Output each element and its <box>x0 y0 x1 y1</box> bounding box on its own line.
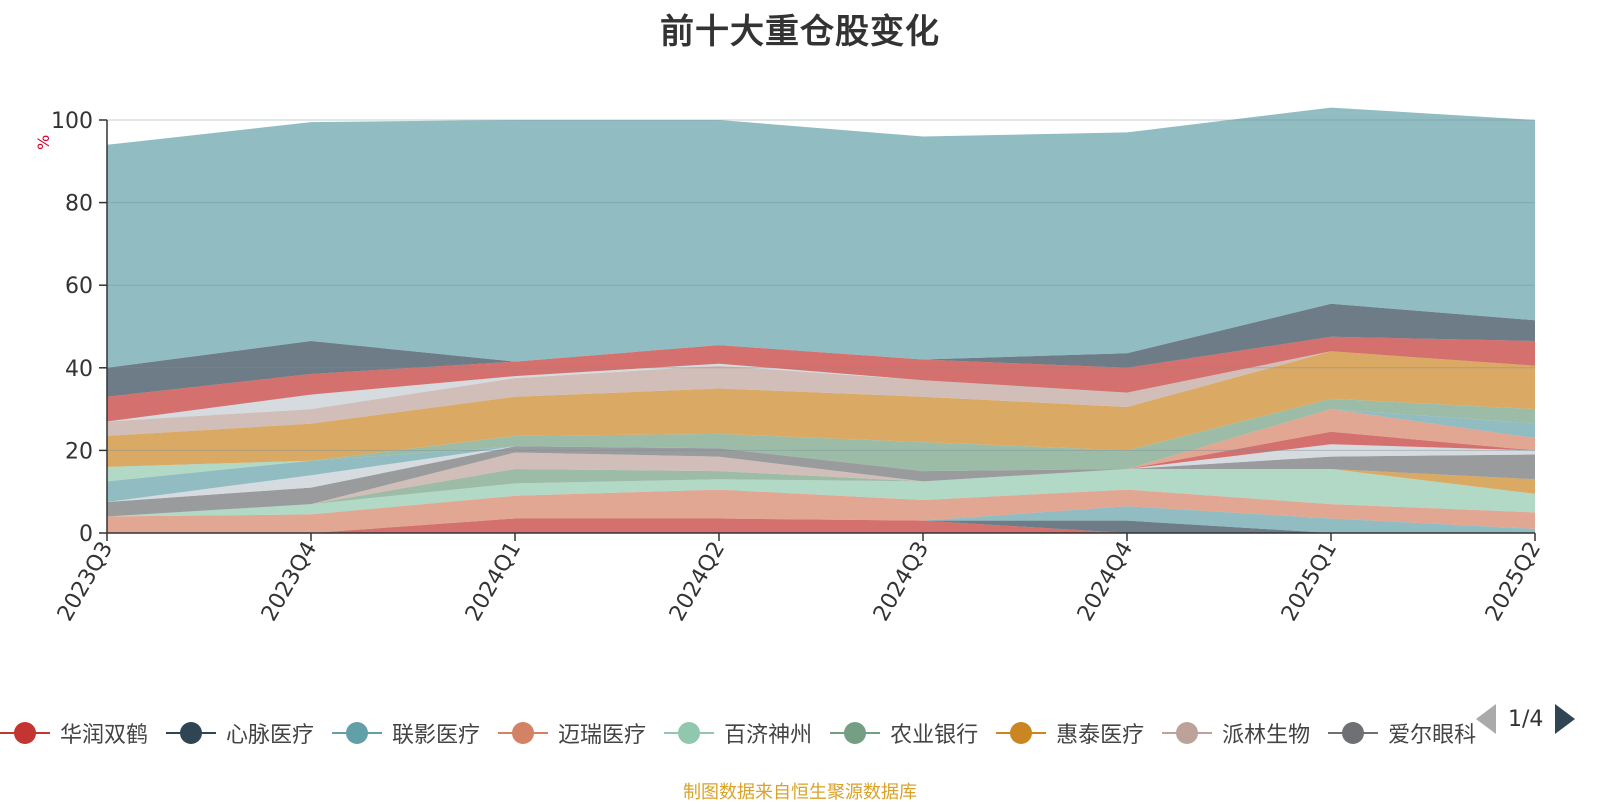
legend-item-4[interactable]: 百济神州 <box>664 718 812 748</box>
legend-label: 心脉医疗 <box>226 723 315 748</box>
data-source-note: 制图数据来自恒生聚源数据库 <box>683 782 917 803</box>
x-tick-label-2: 2024Q1 <box>461 538 526 626</box>
x-tick-label-4: 2024Q3 <box>869 538 934 626</box>
x-tick-label-6: 2025Q1 <box>1277 538 1342 626</box>
legend-marker-icon <box>996 722 1047 744</box>
area-series-2 <box>107 506 1535 533</box>
legend-marker-icon <box>830 722 881 744</box>
area-series-11 <box>107 409 1535 502</box>
legend-label: 百济神州 <box>724 723 813 748</box>
legend-label: 爱尔眼科 <box>1388 723 1477 748</box>
y-tick-label-5: 100 <box>51 109 93 134</box>
area-series-10 <box>107 431 1535 502</box>
area-series-7 <box>107 452 1535 517</box>
legend-label: 派林生物 <box>1222 723 1311 748</box>
legend-item-7[interactable]: 派林生物 <box>1162 718 1310 748</box>
legend-marker-icon <box>664 722 715 744</box>
x-tick-label-3: 2024Q2 <box>665 538 730 626</box>
y-tick-label-3: 60 <box>65 274 93 299</box>
y-tick-label-2: 40 <box>65 357 93 382</box>
legend-pager: 1/4 <box>1470 702 1600 736</box>
x-tick-label-5: 2024Q4 <box>1073 538 1138 626</box>
legend-label: 联影医疗 <box>392 723 481 748</box>
area-series-4 <box>107 469 1535 517</box>
legend-prev-page-icon[interactable] <box>1476 704 1496 734</box>
area-series-5 <box>107 469 1535 517</box>
legend-page-indicator: 1/4 <box>1508 706 1544 732</box>
area-series-19 <box>107 303 1535 397</box>
y-tick-label-1: 20 <box>65 439 93 464</box>
area-series-12 <box>107 409 1535 502</box>
legend-marker-icon <box>166 722 217 744</box>
y-tick-label-0: 0 <box>79 522 93 547</box>
x-tick-label-0: 2023Q3 <box>53 538 118 626</box>
legend-item-2[interactable]: 联影医疗 <box>332 718 480 748</box>
x-tick-label-1: 2023Q4 <box>257 538 322 626</box>
legend-item-8[interactable]: 爱尔眼科 <box>1328 718 1476 748</box>
legend-marker-icon <box>1328 722 1379 744</box>
area-series-9 <box>107 444 1535 502</box>
legend-label: 惠泰医疗 <box>1056 723 1145 748</box>
areas-layer <box>107 107 1535 533</box>
area-series-20 <box>107 107 1535 368</box>
legend-item-1[interactable]: 心脉医疗 <box>166 718 314 748</box>
legend-label: 迈瑞医疗 <box>558 723 647 748</box>
area-series-14 <box>107 398 1535 472</box>
legend-marker-icon <box>0 722 50 744</box>
legend-item-3[interactable]: 迈瑞医疗 <box>498 718 646 748</box>
area-series-1 <box>107 518 1535 533</box>
legend-marker-icon <box>332 722 383 744</box>
y-tick-label-4: 80 <box>65 192 93 217</box>
legend-label: 华润双鹤 <box>60 723 149 748</box>
legend-marker-icon <box>498 722 549 744</box>
area-series-18 <box>107 336 1535 422</box>
legend-label: 农业银行 <box>890 723 979 748</box>
area-series-3 <box>107 489 1535 533</box>
legend-item-5[interactable]: 农业银行 <box>830 718 978 748</box>
chart-title: 前十大重仓股变化 <box>660 12 940 52</box>
area-series-8 <box>107 446 1535 517</box>
grid-layer <box>107 119 1535 451</box>
legend-next-page-icon[interactable] <box>1555 704 1576 734</box>
area-series-15 <box>107 351 1535 467</box>
legend-item-6[interactable]: 惠泰医疗 <box>996 718 1144 748</box>
legend-marker-icon <box>1162 722 1213 744</box>
area-series-6 <box>107 469 1535 517</box>
x-tick-label-7: 2025Q2 <box>1481 538 1546 626</box>
legend: 华润双鹤 心脉医疗 联影医疗 迈瑞医疗 百济神州 农业银行 惠泰医疗 派林生物 爱尔眼科 <box>0 718 1480 748</box>
legend-item-0[interactable]: 华润双鹤 <box>0 718 148 748</box>
